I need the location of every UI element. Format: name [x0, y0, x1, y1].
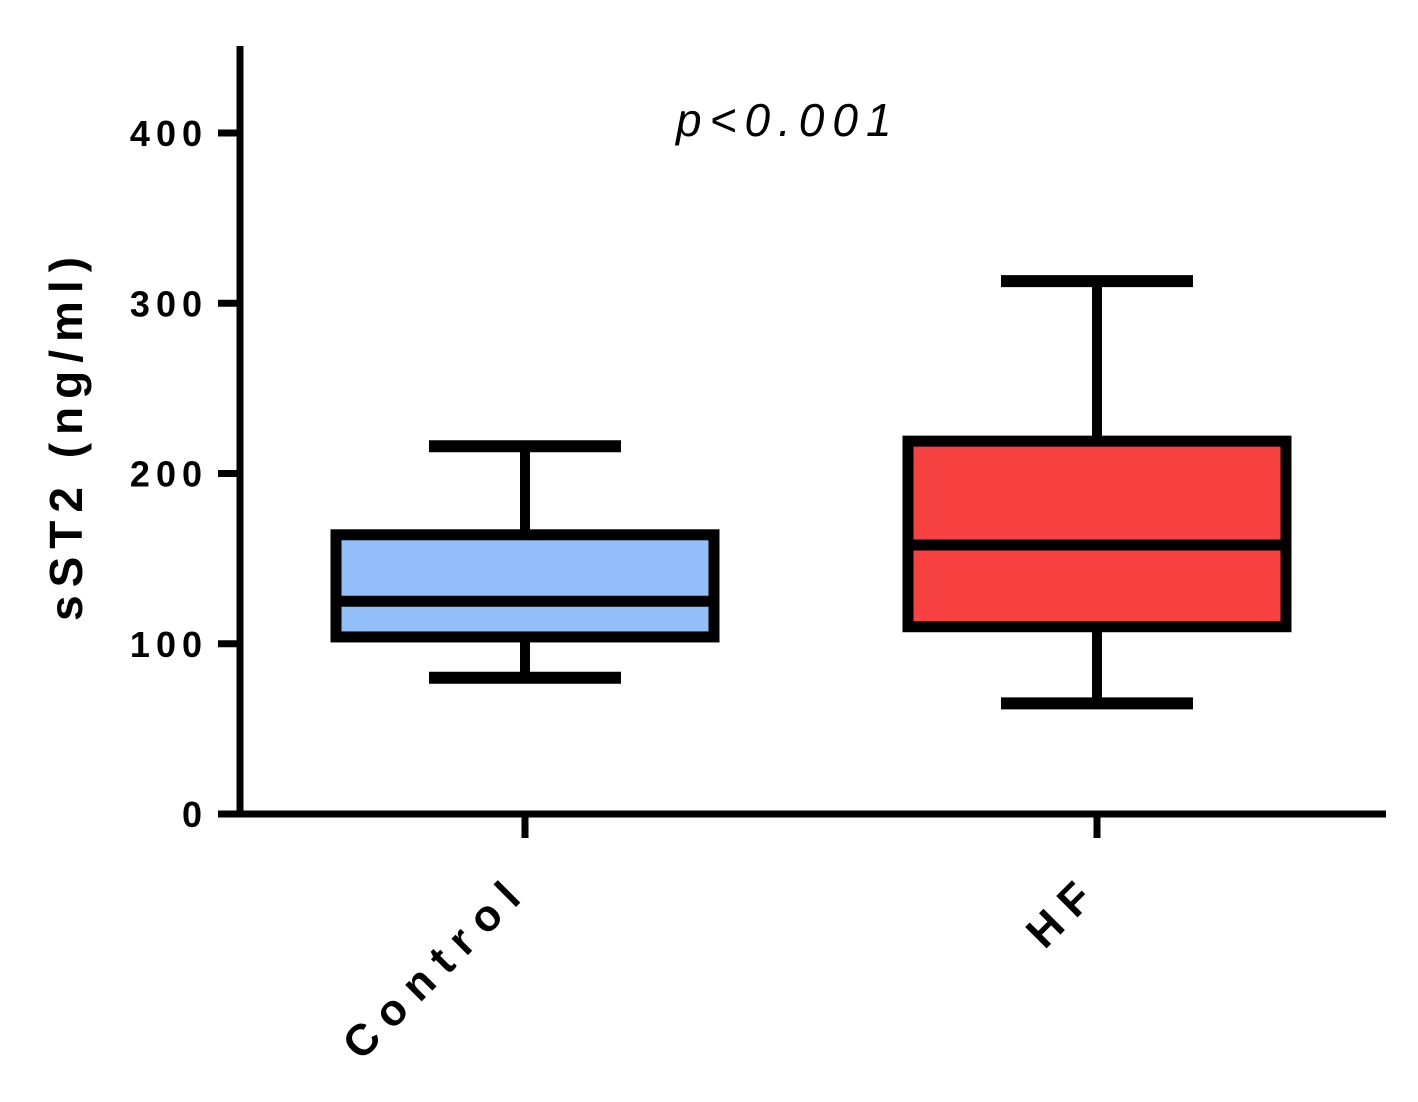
- y-tick-label: 200: [130, 454, 208, 495]
- x-ticks: Control HF: [333, 814, 1110, 1069]
- iqr-box: [902, 435, 1292, 633]
- axes-layer: [218, 46, 1386, 818]
- x-category-label: HF: [1017, 864, 1110, 957]
- y-axis-title: sST2 (ng/ml): [40, 249, 92, 621]
- p-value-annotation: p<0.001: [674, 94, 900, 146]
- box-control: [330, 440, 720, 684]
- y-tick-label: 300: [130, 283, 208, 324]
- boxes-layer: [330, 275, 1292, 710]
- box-hf: [902, 275, 1292, 710]
- x-category-label: Control: [333, 864, 538, 1069]
- y-tick-label: 0: [182, 794, 208, 835]
- y-tick-label: 100: [130, 624, 208, 665]
- y-tick-label: 400: [130, 113, 208, 154]
- iqr-box: [330, 529, 720, 643]
- y-ticks: 0 100 200 300 400: [130, 113, 240, 835]
